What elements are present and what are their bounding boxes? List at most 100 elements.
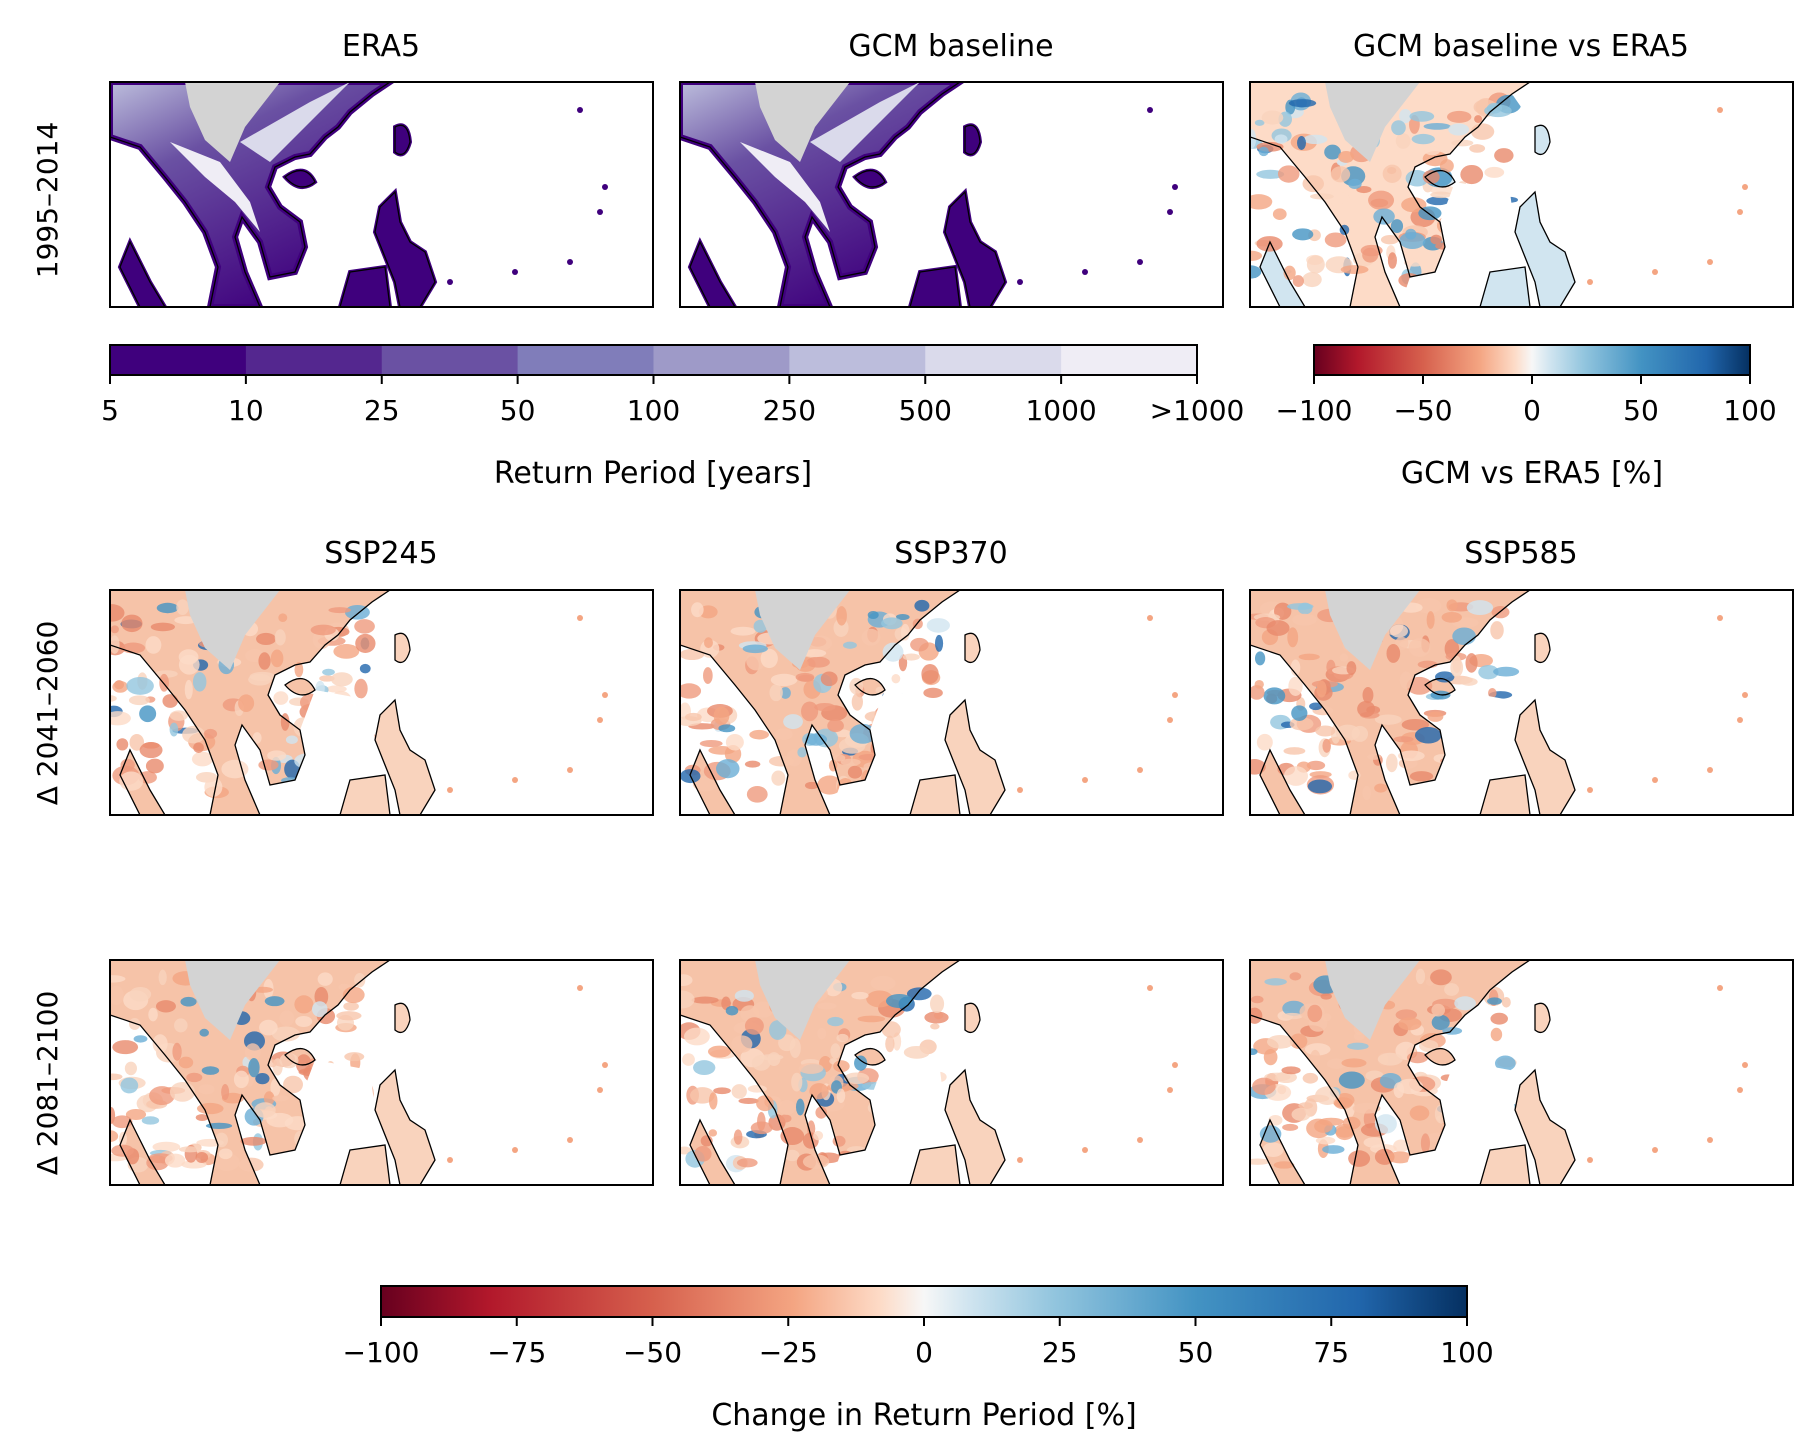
change-cell <box>248 1058 260 1078</box>
change-cell <box>111 1115 133 1129</box>
change-cell <box>1390 624 1408 638</box>
sea-mask <box>260 1060 395 1185</box>
island <box>395 1003 410 1033</box>
change-cell <box>1488 687 1497 699</box>
change-cell <box>355 633 376 653</box>
change-cell <box>150 622 175 632</box>
change-cell <box>1277 165 1300 183</box>
change-cell <box>1306 760 1326 771</box>
change-cell <box>1302 272 1322 288</box>
change-cell <box>1408 638 1431 657</box>
change-cell <box>1362 247 1379 263</box>
small-island <box>447 279 453 285</box>
island <box>965 1003 980 1033</box>
island <box>1480 267 1530 307</box>
change-cell <box>1250 1048 1258 1056</box>
coastline <box>284 170 316 188</box>
change-cell <box>1306 255 1325 274</box>
change-cell <box>169 1081 196 1102</box>
small-island <box>1707 259 1713 265</box>
small-island <box>1742 1062 1748 1068</box>
change-cell <box>1368 190 1395 210</box>
small-island <box>577 985 583 991</box>
change-cell <box>1427 711 1444 722</box>
change-cell <box>843 641 857 649</box>
island <box>285 678 315 695</box>
change-cell <box>844 1072 870 1085</box>
change-cell <box>1466 600 1494 616</box>
coastline <box>1259 240 1306 307</box>
change-cell <box>1394 636 1409 651</box>
change-cell <box>152 1141 181 1153</box>
colorbar-bin <box>1061 345 1198 375</box>
colorbar-return-period-label: Return Period [years] <box>494 456 812 491</box>
change-cell <box>1250 759 1266 775</box>
change-cell <box>125 1108 147 1120</box>
change-cell <box>1348 178 1362 190</box>
change-cell <box>736 1158 758 1168</box>
change-cell <box>680 683 702 699</box>
change-cell <box>274 629 286 646</box>
coastline <box>689 240 736 307</box>
map-panel-ssp370-2081-2100 <box>679 959 1224 1186</box>
change-cell <box>1338 1071 1365 1089</box>
change-cell <box>294 995 314 1014</box>
small-island <box>1082 1147 1088 1153</box>
change-cell <box>881 617 903 630</box>
change-cell <box>124 1061 138 1076</box>
change-cell <box>268 1059 277 1068</box>
change-cell <box>708 1092 718 1110</box>
island <box>1535 1003 1550 1033</box>
small-island <box>512 777 518 783</box>
coastline <box>1534 124 1551 156</box>
coastline <box>394 632 411 664</box>
change-cell <box>756 1095 774 1112</box>
coastline <box>909 774 961 815</box>
coastline <box>110 590 391 815</box>
change-cell <box>1264 1072 1291 1082</box>
change-cell <box>1415 968 1426 985</box>
mid-return-band <box>240 82 350 162</box>
change-cell <box>158 969 167 986</box>
change-cell <box>110 625 119 634</box>
small-island <box>1147 615 1153 621</box>
change-cell <box>121 614 143 633</box>
colorbar-tick-label: 100 <box>627 394 680 427</box>
change-cell <box>1309 702 1323 711</box>
change-cell <box>783 714 803 730</box>
island <box>965 633 980 663</box>
change-cell <box>195 1151 209 1163</box>
change-cell <box>1419 1039 1439 1052</box>
change-cell <box>319 675 335 682</box>
change-cell <box>198 1084 215 1095</box>
change-cell <box>1281 1012 1303 1020</box>
change-cell <box>810 635 833 651</box>
island <box>1425 678 1455 695</box>
small-island <box>1587 787 1593 793</box>
coastline <box>1534 632 1551 664</box>
change-cell <box>1272 208 1287 221</box>
change-cell <box>1451 139 1474 147</box>
change-cell <box>1303 134 1328 145</box>
coastline <box>1479 1144 1531 1185</box>
coastline <box>1250 82 1531 307</box>
change-cell <box>248 673 272 686</box>
change-cell <box>343 1002 359 1011</box>
change-cell <box>1315 1136 1336 1145</box>
change-cell <box>1259 1125 1282 1143</box>
change-cell <box>885 994 913 1009</box>
change-cell <box>718 724 736 733</box>
small-island <box>1737 717 1743 723</box>
change-cell <box>1334 1123 1355 1138</box>
change-cell <box>1430 969 1452 986</box>
change-cell <box>680 648 705 661</box>
change-cell <box>798 1062 824 1074</box>
panel-title-gcm-baseline: GCM baseline <box>848 29 1053 64</box>
change-cell <box>278 613 288 622</box>
change-cell <box>333 644 360 659</box>
colorbar-tick-label: 10 <box>228 394 264 427</box>
change-cell <box>1304 1043 1331 1056</box>
change-cell <box>1298 1102 1313 1110</box>
coastline <box>964 632 981 664</box>
change-cell <box>750 1121 773 1135</box>
